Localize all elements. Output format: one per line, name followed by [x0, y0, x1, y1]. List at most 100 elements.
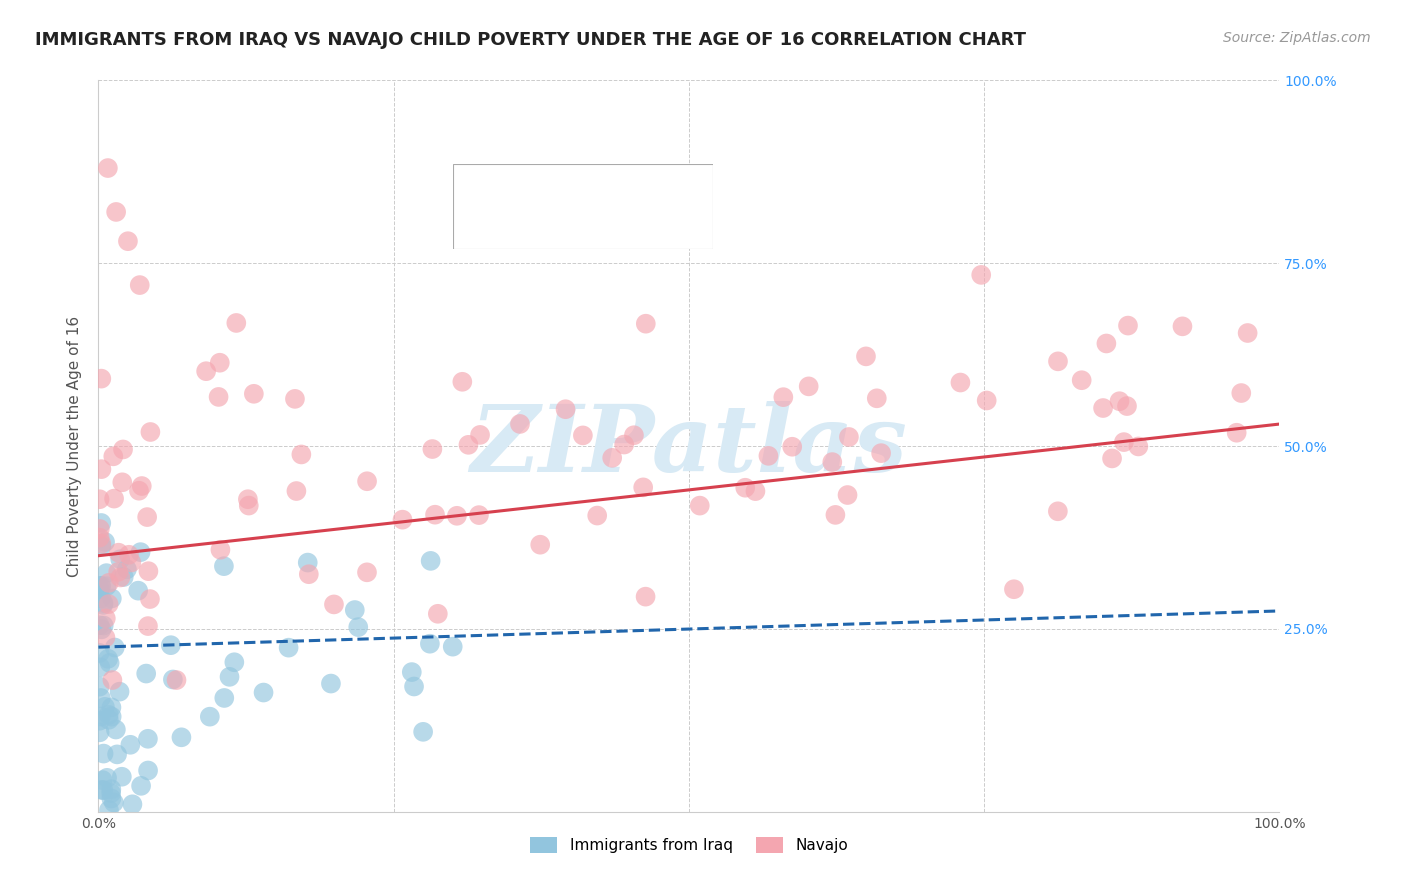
Point [1230, 386, 1253, 401]
Point [90, 783, 112, 797]
Point [1095, 336, 1118, 351]
Point [870, 446, 893, 460]
Point [120, 738, 142, 752]
Point [623, 428, 645, 442]
Point [343, 603, 366, 617]
Point [138, 564, 160, 578]
Point [97, 597, 120, 611]
Point [225, 316, 247, 330]
Point [277, 640, 299, 655]
Point [572, 428, 595, 442]
Point [1070, 373, 1092, 387]
Point [297, 556, 319, 570]
Point [121, 797, 143, 812]
Point [107, 565, 129, 579]
Point [89, 582, 111, 596]
Point [90, 462, 112, 476]
Point [90, 516, 112, 530]
Point [212, 559, 235, 574]
Point [89, 680, 111, 694]
Point [758, 449, 780, 463]
Y-axis label: Child Poverty Under the Age of 16: Child Poverty Under the Age of 16 [67, 316, 83, 576]
Point [634, 317, 657, 331]
Point [136, 764, 159, 778]
Point [127, 583, 149, 598]
Point [129, 545, 152, 559]
Point [284, 392, 307, 406]
Point [797, 379, 820, 393]
Point [89, 522, 111, 536]
Point [90, 623, 112, 637]
Point [96, 771, 118, 785]
Point [356, 475, 378, 489]
Point [105, 205, 128, 219]
Point [218, 670, 240, 684]
Point [91, 783, 114, 797]
Point [90, 539, 112, 553]
Point [97, 707, 120, 722]
Point [529, 538, 551, 552]
FancyBboxPatch shape [463, 211, 489, 240]
Point [1046, 354, 1069, 368]
Point [821, 455, 844, 469]
Point [468, 428, 491, 442]
Point [198, 709, 221, 723]
Point [103, 450, 125, 464]
Point [97, 713, 120, 727]
Point [111, 475, 134, 490]
Point [243, 386, 266, 401]
Point [426, 607, 449, 621]
Point [112, 442, 135, 457]
Point [90, 691, 112, 706]
Point [949, 376, 972, 390]
Point [214, 690, 236, 705]
Point [457, 438, 479, 452]
Point [100, 709, 122, 723]
Point [195, 364, 218, 378]
Point [159, 638, 181, 652]
Point [1046, 504, 1069, 518]
Point [90, 579, 112, 593]
Text: R = 0.465   N = 104: R = 0.465 N = 104 [496, 217, 688, 235]
Point [100, 786, 122, 800]
Point [112, 570, 135, 584]
Point [970, 268, 993, 282]
Point [1002, 582, 1025, 597]
Point [509, 417, 531, 431]
Point [391, 513, 413, 527]
Point [166, 673, 188, 687]
Point [224, 655, 246, 669]
Point [1092, 401, 1115, 415]
Text: R = 0.033   N =  79: R = 0.033 N = 79 [496, 178, 688, 196]
Point [631, 480, 654, 494]
Point [207, 390, 229, 404]
Point [90, 709, 112, 723]
Legend: Immigrants from Iraq, Navajo: Immigrants from Iraq, Navajo [524, 830, 853, 859]
Point [94, 699, 117, 714]
Point [93, 747, 115, 761]
Point [423, 508, 446, 522]
Point [1116, 318, 1139, 333]
Point [89, 646, 111, 660]
Point [837, 488, 859, 502]
FancyBboxPatch shape [463, 173, 489, 202]
Point [554, 402, 576, 417]
Point [422, 442, 444, 456]
Point [97, 161, 120, 175]
Point [90, 591, 112, 606]
Point [451, 375, 474, 389]
Point [111, 770, 134, 784]
Point [446, 508, 468, 523]
Point [96, 579, 118, 593]
Point [98, 656, 121, 670]
Point [586, 508, 609, 523]
Point [634, 590, 657, 604]
Point [120, 556, 142, 570]
Point [118, 548, 141, 562]
Point [101, 673, 124, 687]
Point [170, 731, 193, 745]
Point [319, 676, 342, 690]
Point [129, 779, 152, 793]
Point [772, 390, 794, 404]
Point [94, 535, 117, 549]
